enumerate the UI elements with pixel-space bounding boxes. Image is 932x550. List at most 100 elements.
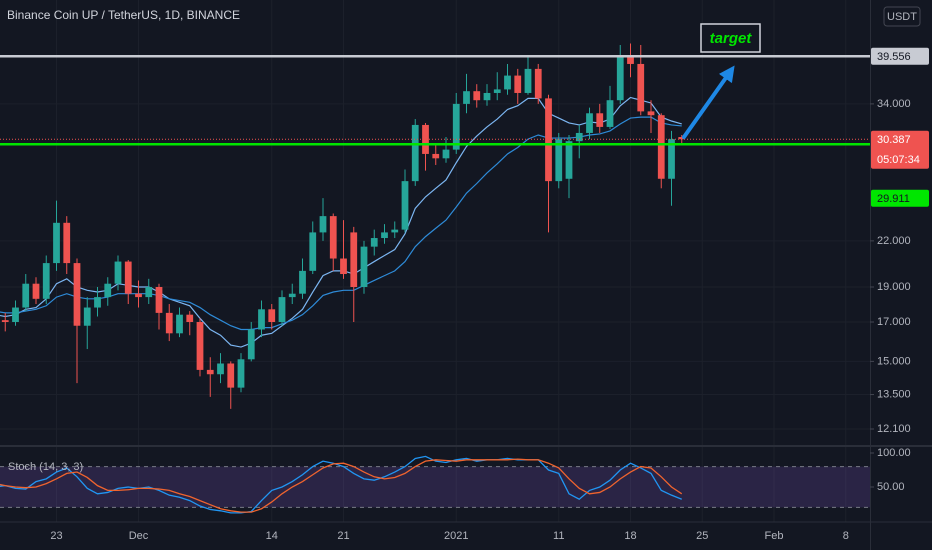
candle-body (176, 314, 183, 334)
candle-body (575, 132, 583, 142)
grid-layer (0, 0, 870, 522)
candle-body (381, 232, 388, 239)
candle-body (555, 139, 563, 182)
candle-body (627, 57, 634, 64)
candle-body (401, 181, 409, 230)
candle-body (452, 103, 460, 150)
x-tick-label: Feb (765, 530, 784, 542)
price-tag (871, 189, 929, 207)
countdown-label: 05:07:34 (877, 154, 920, 166)
y-tick-label: 34.000 (877, 98, 911, 110)
candle-body (278, 297, 286, 323)
y-tick-label: 100.00 (877, 447, 911, 459)
candle-body (135, 293, 142, 298)
candle-body (360, 246, 368, 288)
candle-body (83, 307, 91, 326)
candle-body (340, 258, 347, 275)
price-tag-label: 39.556 (877, 51, 911, 63)
candle-body (237, 359, 245, 388)
candle-body (329, 216, 337, 259)
candle-body (391, 229, 399, 233)
price-tag-label: 30.387 (877, 134, 911, 146)
x-tick-label: 18 (624, 530, 636, 542)
candle-body (42, 263, 50, 299)
candle-body (196, 322, 204, 370)
candle-body (299, 270, 306, 294)
candle-body (657, 115, 665, 179)
price-tag-label: 29.911 (877, 193, 910, 205)
candle-body (165, 312, 173, 334)
x-tick-label: 23 (50, 530, 62, 542)
candle-body (545, 98, 552, 182)
y-tick-label: 17.000 (877, 316, 911, 328)
candle-body (53, 222, 60, 264)
candle-body (606, 100, 614, 127)
candle-body (596, 113, 604, 127)
candle-body (463, 91, 470, 104)
candle-body (586, 113, 593, 133)
candle-body (637, 63, 645, 112)
candle-body (268, 309, 276, 323)
candle-body (104, 283, 112, 298)
candle-body (565, 141, 573, 179)
candle-body (258, 309, 265, 330)
annotation-box (700, 23, 761, 53)
axis-layer: 23 Dec 14 21 2021 11 18 25 Feb 8 34.000 22.000 19.00… (50, 47, 929, 542)
currency-label: USDT (887, 11, 917, 23)
currency-badge[interactable] (883, 6, 921, 27)
stoch-pane (0, 455, 870, 514)
candle-body (432, 153, 440, 159)
price-tag (871, 130, 929, 169)
candle-body (524, 68, 532, 93)
candle-body (94, 297, 101, 308)
x-tick-label: 2021 (444, 530, 468, 542)
candle-body (227, 363, 235, 388)
candle-body (145, 287, 153, 298)
price-tag (871, 47, 929, 65)
candle-body (288, 293, 296, 298)
candle-body (206, 369, 214, 375)
candle-body (504, 75, 511, 90)
candle-body (483, 92, 491, 101)
x-tick-label: 21 (337, 530, 349, 542)
candle-body (247, 329, 255, 360)
x-tick-label: 11 (553, 530, 564, 542)
arrow (682, 65, 735, 139)
y-tick-label: 12.100 (877, 423, 911, 435)
candle-body (422, 124, 429, 154)
price-pane (0, 43, 870, 409)
candle-body (22, 283, 30, 308)
candle-body (370, 238, 378, 247)
y-tick-label: 19.000 (877, 281, 911, 293)
candle-body (473, 91, 481, 101)
candle-body (155, 287, 163, 313)
chart-title: Binance Coin UP / TetherUS, 1D, BINANCE (7, 8, 240, 22)
candle-body (350, 232, 358, 288)
x-tick-label: 14 (266, 530, 278, 542)
x-tick-label: 25 (696, 530, 708, 542)
candle-body (73, 263, 81, 326)
candle-body (114, 261, 122, 284)
candle-body (647, 111, 655, 116)
y-tick-label: 15.000 (877, 355, 911, 367)
annotation-text: target (710, 30, 753, 47)
candle-body (319, 216, 327, 233)
candle-body (668, 139, 675, 179)
candle-body (1, 320, 9, 323)
y-tick-label: 13.500 (877, 388, 911, 400)
candle-body (534, 68, 542, 99)
candle-body (616, 57, 624, 101)
candle-body (186, 314, 194, 323)
indicator-line (0, 458, 683, 513)
x-tick-label: Dec (129, 530, 149, 542)
candle-body (678, 137, 686, 140)
candle-body (217, 363, 224, 375)
candle-body (32, 283, 40, 299)
candle-body (493, 89, 501, 93)
y-tick-label: 50.00 (877, 481, 905, 493)
candle-body (442, 149, 450, 159)
indicator-title: Stoch (14, 3, 3) (8, 461, 83, 473)
candle-body (514, 75, 522, 93)
candle-body (63, 222, 71, 264)
